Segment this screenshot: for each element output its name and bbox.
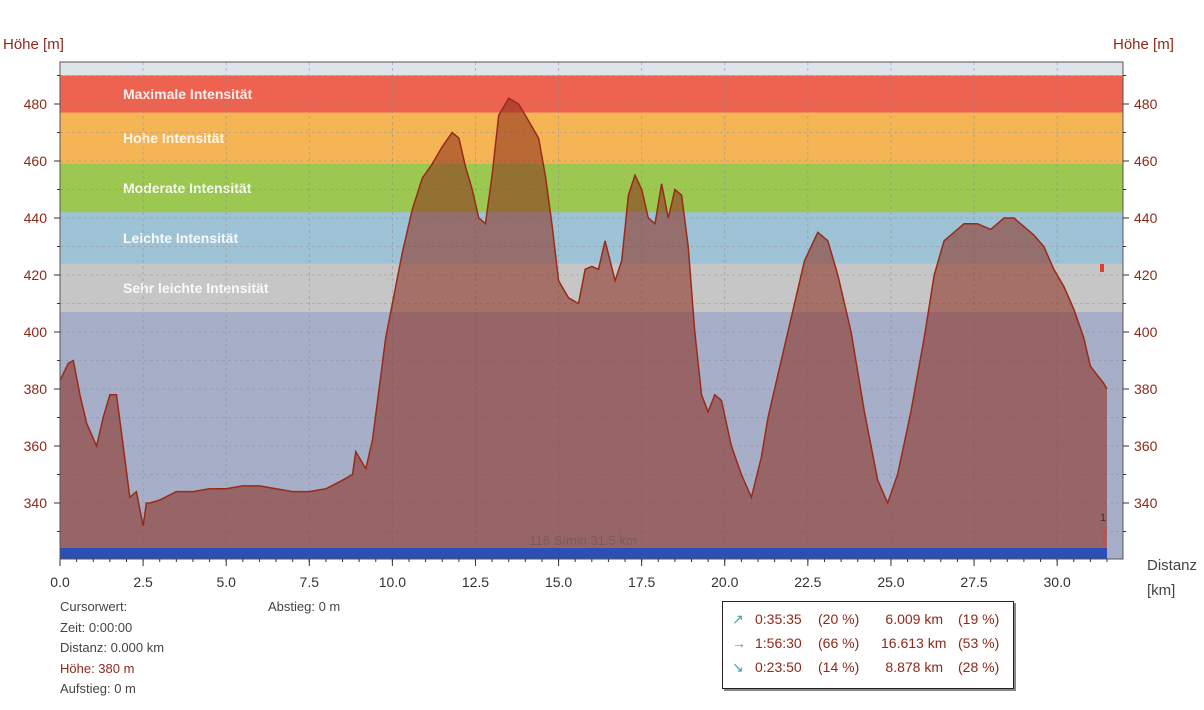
summary-time: 0:35:35 — [755, 611, 802, 627]
zone-label: Sehr leichte Intensität — [123, 280, 269, 296]
summary-distance: 16.613 km — [881, 635, 947, 651]
elevation-line — [59, 97, 1108, 526]
y-tick-label-right: 380 — [1134, 381, 1158, 397]
zone-band — [60, 112, 1123, 164]
summary-row-ascent: ↗ 0:35:35 (20 %) 6.009 km (19 %) — [723, 611, 1013, 633]
base-bar — [60, 548, 1107, 559]
zone-band — [60, 163, 1123, 213]
zone-label: Leichte Intensität — [123, 230, 238, 246]
position-marker — [1100, 264, 1104, 272]
arrow-up-right-icon: ↗ — [732, 611, 744, 627]
y-axis-title-right: Höhe [m] — [1113, 36, 1174, 53]
y-tick-label-left: 480 — [24, 96, 48, 112]
y-tick-label-right: 360 — [1134, 438, 1158, 454]
cursor-distance: Distanz: 0.000 km — [60, 640, 165, 655]
zone-label: Maximale Intensität — [123, 86, 252, 102]
cursor-info: Cursorwert: Zeit: 0:00:00 Distanz: 0.000… — [60, 597, 164, 700]
y-tick-label-right: 460 — [1134, 153, 1158, 169]
arrow-right-icon: → — [732, 635, 746, 651]
x-tick-label: 7.5 — [300, 574, 320, 590]
summary-time: 1:56:30 — [755, 635, 802, 651]
y-tick-label-right: 480 — [1134, 96, 1158, 112]
summary-box: ↗ 0:35:35 (20 %) 6.009 km (19 %) → 1:56:… — [722, 601, 1014, 689]
summary-time: 0:23:50 — [755, 659, 802, 675]
cursor-descent: Abstieg: 0 m — [268, 599, 341, 614]
x-axis-title: Distanz — [1147, 557, 1198, 574]
x-tick-label: 17.5 — [628, 574, 655, 590]
summary-time-percent: (20 %) — [818, 611, 860, 627]
zone-label: Moderate Intensität — [123, 180, 252, 196]
summary-time-percent: (66 %) — [818, 635, 860, 651]
summary-time-percent: (14 %) — [818, 659, 860, 675]
y-tick-label-right: 400 — [1134, 324, 1158, 340]
x-tick-label: 5.0 — [216, 574, 236, 590]
zone-label: Hohe Intensität — [123, 130, 224, 146]
summary-distance-percent: (28 %) — [958, 659, 1000, 675]
x-tick-label: 15.0 — [545, 574, 572, 590]
y-tick-label-left: 360 — [24, 438, 48, 454]
x-tick-label: 2.5 — [133, 574, 153, 590]
y-tick-label-right: 340 — [1134, 495, 1158, 511]
x-tick-label: 25.0 — [877, 574, 904, 590]
summary-distance-percent: (19 %) — [958, 611, 1000, 627]
y-tick-label-left: 440 — [24, 210, 48, 226]
y-tick-label-left: 380 — [24, 381, 48, 397]
marker-label: 1 — [1100, 512, 1106, 524]
summary-row-flat: → 1:56:30 (66 %) 16.613 km (53 %) — [723, 635, 1013, 657]
y-tick-label-left: 340 — [24, 495, 48, 511]
x-tick-label: 0.0 — [50, 574, 70, 590]
arrow-down-right-icon: ↘ — [732, 659, 744, 675]
x-tick-label: 22.5 — [794, 574, 821, 590]
cursor-ascent: Aufstieg: 0 m — [60, 681, 136, 696]
y-tick-label-right: 420 — [1134, 267, 1158, 283]
y-tick-label-left: 420 — [24, 267, 48, 283]
summary-distance-percent: (53 %) — [958, 635, 1000, 651]
elevation-area — [60, 98, 1107, 560]
x-axis-unit: [km] — [1147, 582, 1176, 599]
y-tick-label-right: 440 — [1134, 210, 1158, 226]
base-bar-label: 116 S/min 31.5 km — [529, 533, 636, 548]
plot-top-band — [60, 62, 1123, 76]
x-tick-label: 12.5 — [462, 574, 489, 590]
y-axis-title-left: Höhe [m] — [3, 36, 64, 53]
summary-distance: 6.009 km — [885, 611, 943, 627]
summary-row-descent: ↘ 0:23:50 (14 %) 8.878 km (28 %) — [723, 659, 1013, 681]
x-tick-label: 20.0 — [711, 574, 738, 590]
zone-band — [60, 75, 1123, 113]
cursor-label: Cursorwert: — [60, 599, 128, 614]
cursor-height: Höhe: 380 m — [60, 660, 135, 676]
x-tick-label: 10.0 — [379, 574, 406, 590]
cursor-time: Zeit: 0:00:00 — [60, 619, 133, 635]
x-tick-label: 27.5 — [960, 574, 987, 590]
y-tick-label-left: 460 — [24, 153, 48, 169]
y-tick-label-left: 400 — [24, 324, 48, 340]
x-tick-label: 30.0 — [1044, 574, 1071, 590]
summary-distance: 8.878 km — [885, 659, 943, 675]
